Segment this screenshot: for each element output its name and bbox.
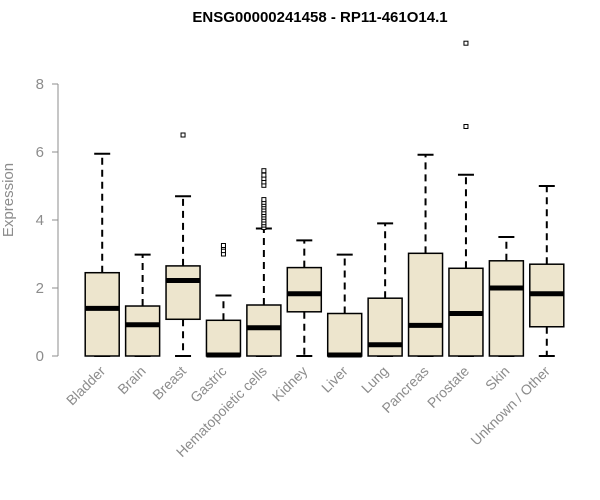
box-iqr	[165, 265, 201, 321]
box-iqr	[124, 305, 161, 357]
y-tick-label: 2	[36, 280, 44, 297]
x-tick-label: Skin	[482, 363, 513, 394]
box-iqr	[286, 266, 323, 313]
box-hematopoietic-cells	[246, 168, 282, 357]
y-tick-label: 8	[36, 76, 44, 93]
box-breast	[165, 132, 201, 357]
outlier-point	[261, 168, 267, 174]
chart-title: ENSG00000241458 - RP11-461O14.1	[192, 9, 447, 26]
x-tick-label: Lung	[358, 363, 391, 396]
box-iqr	[488, 260, 525, 357]
y-axis: 0 2 4 6 8	[36, 76, 59, 365]
x-tick-label: Breast	[149, 363, 189, 403]
outlier-point	[463, 40, 469, 46]
box-pancreas	[407, 153, 444, 357]
y-tick-label: 6	[36, 144, 44, 161]
outlier-point	[463, 124, 469, 129]
box-iqr	[407, 252, 444, 357]
outlier-point	[220, 243, 226, 248]
box-iqr	[326, 312, 363, 357]
box-skin	[488, 236, 525, 357]
y-tick-label: 0	[36, 348, 44, 365]
box-brain	[124, 253, 161, 357]
box-iqr	[367, 297, 403, 357]
box-iqr	[84, 271, 120, 357]
x-tick-label: Brain	[114, 363, 148, 397]
y-tick-label: 4	[36, 212, 44, 229]
outlier-point	[261, 172, 267, 178]
y-axis-label: Expression	[0, 163, 17, 237]
box-unknown-other	[529, 185, 565, 357]
box-iqr	[205, 319, 242, 357]
box-iqr	[246, 304, 282, 357]
box-lung	[367, 222, 403, 357]
x-tick-label: Bladder	[63, 363, 109, 409]
x-tick-label: Kidney	[269, 363, 311, 405]
box-gastric	[205, 243, 242, 358]
box-liver	[326, 253, 363, 358]
x-tick-label: Prostate	[424, 363, 472, 411]
x-tick-label: Liver	[318, 363, 351, 396]
box-prostate	[448, 40, 484, 357]
box-bladder	[84, 152, 120, 357]
outlier-point	[180, 132, 186, 138]
box-kidney	[286, 239, 323, 357]
outlier-point	[261, 197, 267, 203]
boxes-group	[84, 40, 565, 358]
